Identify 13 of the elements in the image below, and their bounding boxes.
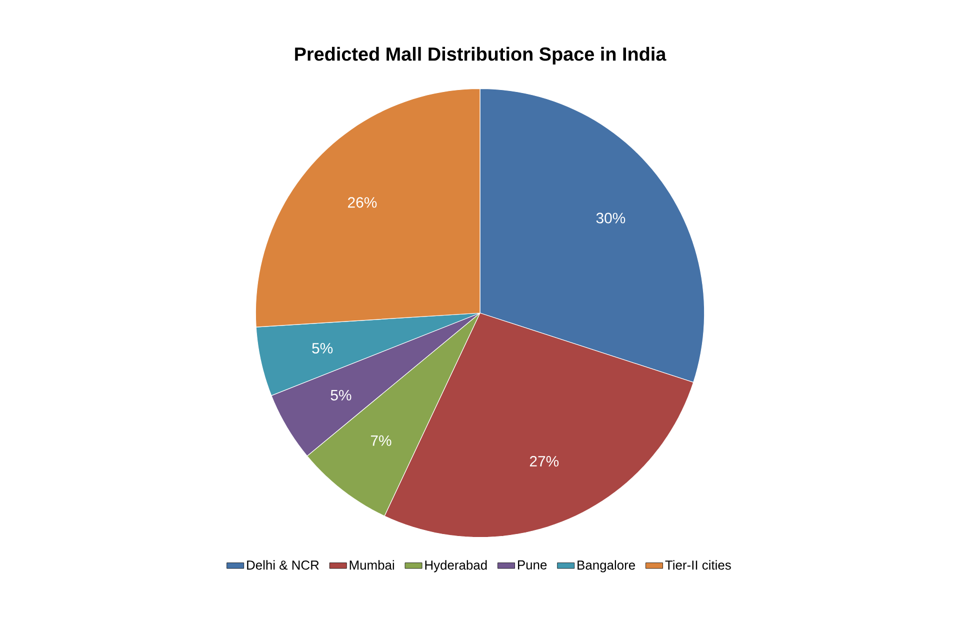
legend-label: Tier-II cities xyxy=(665,560,731,570)
legend-label: Mumbai xyxy=(350,560,394,570)
data-label: 5% xyxy=(330,390,352,400)
legend-label: Bangalore xyxy=(578,560,636,572)
legend-label: Delhi & NCR xyxy=(247,560,319,570)
data-label: 30% xyxy=(596,212,626,224)
chart-title: Predicted Mall Distribution Space in India xyxy=(295,46,666,65)
legend-label: Hyderabad xyxy=(425,560,487,572)
data-label: 27% xyxy=(530,456,559,466)
data-label: 26% xyxy=(348,197,377,208)
data-label: 7% xyxy=(370,435,392,446)
data-label: 5% xyxy=(312,342,333,354)
legend-label: Pune xyxy=(518,560,547,570)
